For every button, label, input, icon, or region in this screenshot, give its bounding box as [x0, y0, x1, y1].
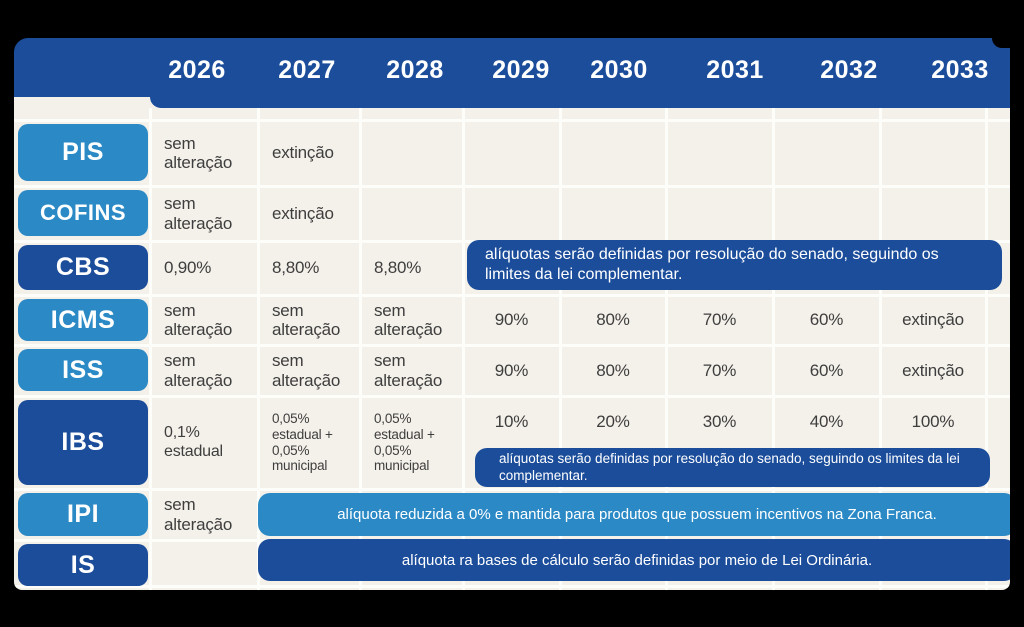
cell-ibs-2029: 10% — [494, 412, 529, 432]
grid-line-vertical — [257, 108, 260, 590]
year-2030: 2030 — [590, 55, 648, 84]
grid-line-vertical — [359, 108, 362, 590]
grid-line-horizontal — [14, 294, 1010, 297]
grid-line-vertical — [462, 108, 465, 590]
cell-cbs-2027: 8,80% — [272, 258, 320, 278]
row-label-cbs: CBS — [18, 245, 148, 290]
grid-line-horizontal — [14, 488, 1010, 491]
row-label-pis: PIS — [18, 124, 148, 181]
row-label-is: IS — [18, 544, 148, 586]
cell-iss-2029: 90% — [494, 360, 529, 380]
row-label-iss: ISS — [18, 349, 148, 391]
year-2027: 2027 — [278, 55, 336, 84]
table-body: PIS COFINS CBS ICMS ISS IBS IPI IS sem a… — [14, 108, 1010, 590]
cell-ibs-2026: 0,1% estadual — [164, 424, 223, 460]
year-2031: 2031 — [706, 55, 764, 84]
cell-ipi-2026: sem alteração — [164, 495, 233, 534]
row-label-ibs: IBS — [18, 400, 148, 485]
row-label-ipi: IPI — [18, 493, 148, 536]
grid-line-vertical — [559, 108, 562, 590]
cell-icms-2027: sem alteração — [272, 300, 341, 339]
year-header-bar: 2026 2027 2028 2029 2030 2031 2032 2033 — [14, 38, 1010, 108]
cell-iss-2032: 60% — [809, 360, 844, 380]
banner-ipi-note: alíquota reduzida a 0% e mantida para pr… — [258, 493, 1010, 536]
year-2032: 2032 — [820, 55, 878, 84]
header-step-cutout — [14, 97, 164, 108]
grid-line-vertical — [879, 108, 882, 590]
cell-ibs-2032: 40% — [809, 412, 844, 432]
grid-line-horizontal — [14, 185, 1010, 188]
year-2033: 2033 — [931, 55, 989, 84]
banner-cbs-note: alíquotas serão definidas por resolução … — [467, 240, 1002, 290]
cell-cofins-2026: sem alteração — [164, 194, 233, 233]
grid-line-horizontal — [14, 119, 1010, 122]
grid-line-horizontal — [14, 395, 1010, 398]
year-2026: 2026 — [168, 55, 226, 84]
cell-ibs-2027: 0,05% estadual + 0,05% municipal — [272, 410, 333, 474]
grid-line-vertical — [772, 108, 775, 590]
cell-icms-2026: sem alteração — [164, 300, 233, 339]
cell-iss-2027: sem alteração — [272, 351, 341, 390]
tax-timeline-card: 2026 2027 2028 2029 2030 2031 2032 2033 — [14, 38, 1010, 590]
grid-line-horizontal — [14, 344, 1010, 347]
year-2029: 2029 — [492, 55, 550, 84]
banner-ibs-note: alíquotas serão definidas por resolução … — [475, 448, 990, 487]
grid-line-vertical — [665, 108, 668, 590]
row-label-icms: ICMS — [18, 299, 148, 341]
cell-icms-2032: 60% — [809, 310, 844, 330]
header-step-tab — [150, 97, 1010, 108]
grid-line-vertical — [149, 108, 152, 590]
cell-icms-2033: extinção — [902, 310, 964, 330]
cell-icms-2028: sem alteração — [374, 300, 443, 339]
header-corner-notch — [992, 38, 1010, 48]
cell-ibs-2033: 100% — [911, 412, 955, 432]
cell-pis-2027: extinção — [272, 143, 334, 163]
cell-icms-2029: 90% — [494, 310, 529, 330]
banner-is-note: alíquota ra bases de cálculo serão defin… — [258, 539, 1010, 581]
cell-pis-2026: sem alteração — [164, 133, 233, 172]
cell-icms-2031: 70% — [702, 310, 737, 330]
cell-ibs-2030: 20% — [596, 412, 630, 432]
cell-cbs-2028: 8,80% — [374, 258, 422, 278]
cell-iss-2030: 80% — [596, 360, 630, 380]
cell-iss-2028: sem alteração — [374, 351, 443, 390]
cell-cbs-2026: 0,90% — [164, 258, 212, 278]
row-label-cofins: COFINS — [18, 190, 148, 236]
grid-line-vertical — [985, 108, 988, 590]
grid-line-horizontal — [14, 585, 1010, 588]
cell-ibs-2031: 30% — [702, 412, 737, 432]
cell-iss-2031: 70% — [702, 360, 737, 380]
cell-iss-2026: sem alteração — [164, 351, 233, 390]
cell-ibs-2028: 0,05% estadual + 0,05% municipal — [374, 410, 435, 474]
cell-icms-2030: 80% — [596, 310, 630, 330]
year-2028: 2028 — [386, 55, 444, 84]
cell-iss-2033: extinção — [902, 360, 964, 380]
cell-cofins-2027: extinção — [272, 203, 334, 223]
